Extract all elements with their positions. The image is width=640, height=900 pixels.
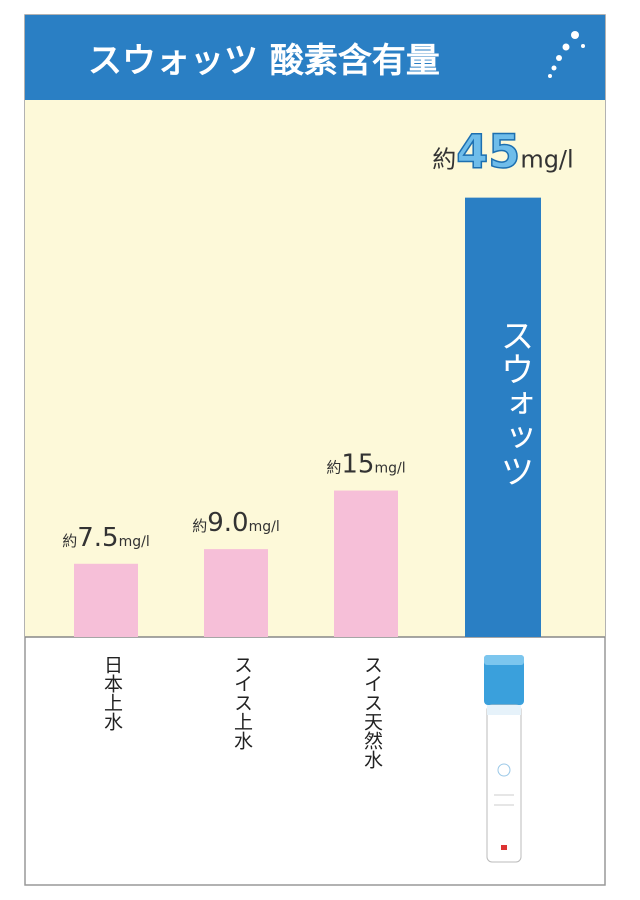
value-number: 45 <box>456 125 520 179</box>
sparkles <box>548 31 585 78</box>
x-tick-label: スイス上水 <box>231 655 253 750</box>
header <box>25 15 605 100</box>
x-tick-label: 日本上水 <box>101 655 123 731</box>
data-label: 約45mg/l <box>432 125 573 179</box>
value-unit: mg/l <box>520 146 573 174</box>
bar <box>74 563 138 637</box>
chart-title: スウォッツ 酸素含有量 <box>88 41 440 81</box>
data-label: 約9.0mg/l <box>192 508 280 538</box>
value-prefix: 約 <box>62 532 77 550</box>
bar-annotation: スウォッツ <box>494 318 534 488</box>
value-unit: mg/l <box>119 534 150 550</box>
x-tick-label: スイス天然水 <box>361 655 383 769</box>
value-number: 15 <box>341 450 374 480</box>
bar <box>465 197 541 638</box>
bar <box>204 549 268 637</box>
data-label: 約15mg/l <box>326 450 405 480</box>
bottle <box>484 655 524 863</box>
value-number: 9.0 <box>207 508 248 538</box>
data-label: 約7.5mg/l <box>62 523 150 553</box>
value-number: 7.5 <box>77 523 118 553</box>
value-unit: mg/l <box>374 461 405 477</box>
value-prefix: 約 <box>432 146 456 174</box>
value-prefix: 約 <box>192 517 207 535</box>
value-prefix: 約 <box>326 459 341 477</box>
bar <box>334 490 398 637</box>
value-unit: mg/l <box>249 519 280 535</box>
